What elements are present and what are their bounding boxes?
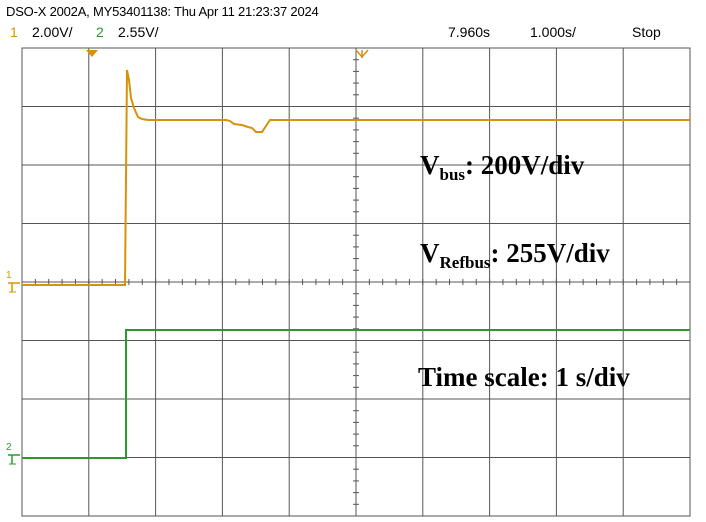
vrefbus-annotation: VRefbus: 255V/div	[420, 238, 610, 273]
vrefbus-scale-text: : 255V/div	[490, 238, 610, 268]
timebase-scale[interactable]: 1.000s/	[530, 24, 576, 40]
channel1-marker-label: 1	[6, 270, 12, 281]
graticule	[21, 47, 691, 517]
vrefbus-symbol: V	[420, 238, 440, 268]
channel1-ground-marker[interactable]	[8, 282, 20, 293]
trigger-position-marker[interactable]	[86, 50, 98, 57]
vbus-subscript: bus	[439, 165, 466, 184]
channel2-ground-marker[interactable]	[8, 454, 20, 465]
channel1-scale[interactable]: 2.00V/	[32, 24, 73, 40]
channel1-waveform	[22, 69, 690, 286]
channel2-waveform	[22, 329, 690, 459]
channel1-number[interactable]: 1	[10, 24, 18, 40]
vbus-annotation: Vbus: 200V/div	[420, 150, 584, 185]
vbus-scale-text: : 200V/div	[465, 150, 585, 180]
channel2-number[interactable]: 2	[96, 24, 104, 40]
timescale-annotation: Time scale: 1 s/div	[418, 362, 630, 392]
run-stop-status[interactable]: Stop	[632, 24, 661, 40]
channel2-marker-label: 2	[6, 442, 12, 453]
scope-header: DSO-X 2002A, MY53401138: Thu Apr 11 21:2…	[0, 0, 706, 48]
channel2-scale[interactable]: 2.55V/	[118, 24, 159, 40]
time-delay[interactable]: 7.960s	[448, 24, 491, 40]
vbus-symbol: V	[420, 150, 440, 180]
instrument-title: DSO-X 2002A, MY53401138: Thu Apr 11 21:2…	[6, 4, 319, 19]
time-reference-marker[interactable]	[355, 49, 369, 59]
vrefbus-subscript: Refbus	[439, 253, 491, 272]
